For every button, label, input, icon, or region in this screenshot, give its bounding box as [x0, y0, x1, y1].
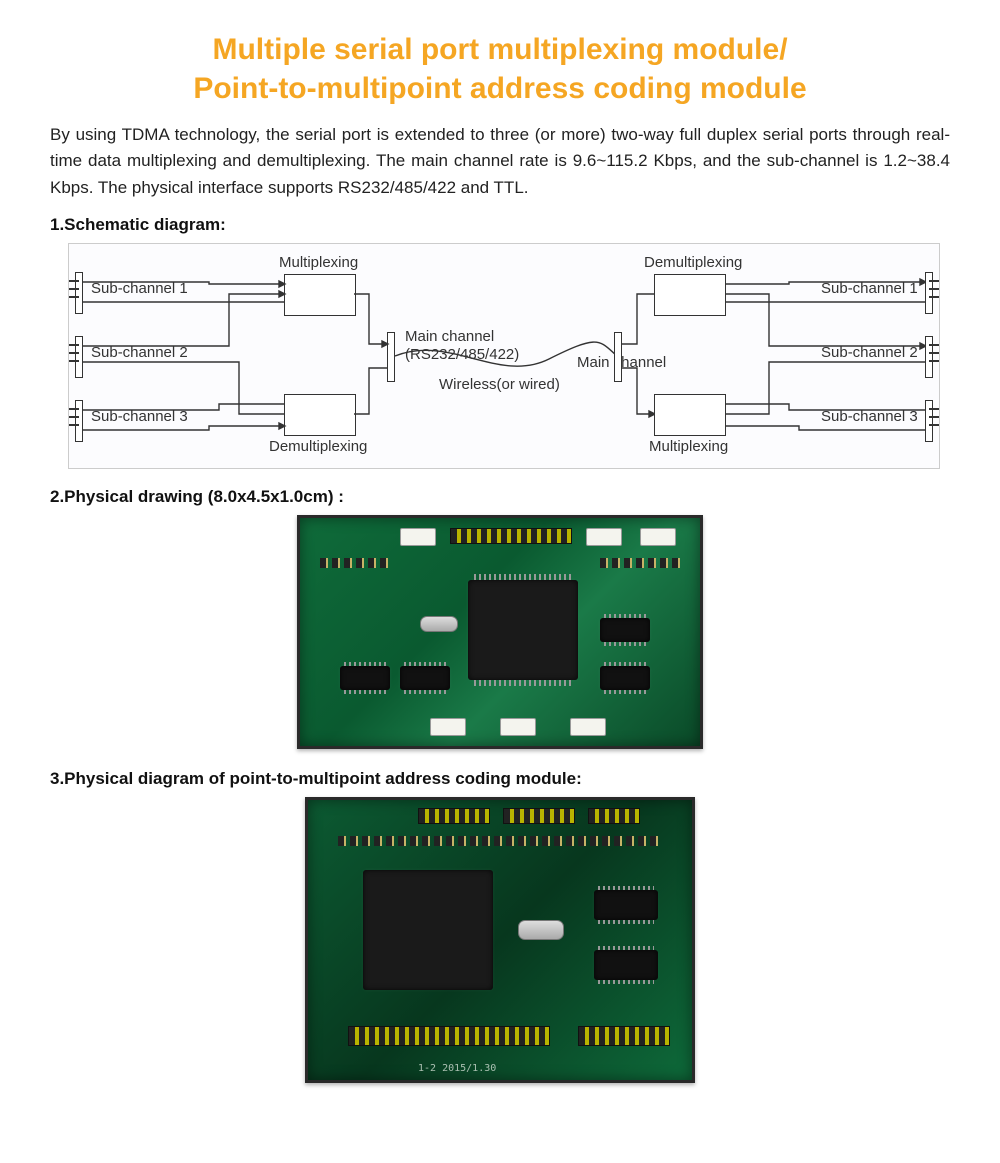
crystal	[420, 616, 458, 632]
ic-chip	[600, 618, 650, 642]
right-main-conn	[614, 332, 622, 382]
right-demux-label: Demultiplexing	[644, 254, 742, 271]
intro-paragraph: By using TDMA technology, the serial por…	[50, 122, 950, 201]
ic-chip	[600, 666, 650, 690]
pin-header	[418, 808, 490, 824]
main-channel-proto: (RS232/485/422)	[405, 346, 519, 363]
pin-header	[578, 1026, 670, 1046]
pin-header	[503, 808, 575, 824]
title-line2: Point-to-multipoint address coding modul…	[193, 72, 806, 105]
link-type-label: Wireless(or wired)	[439, 376, 560, 393]
connector	[430, 718, 466, 736]
right-sub3-label: Sub-channel 3	[821, 408, 918, 425]
silkscreen-text: 1-2 2015/1.30	[418, 1063, 496, 1074]
doc-title: Multiple serial port multiplexing module…	[50, 30, 950, 108]
ic-chip	[594, 890, 658, 920]
right-conn-2	[925, 336, 933, 378]
right-mux-box	[654, 394, 726, 436]
smd-row	[320, 558, 390, 568]
section-1-head: 1.Schematic diagram:	[50, 215, 950, 235]
right-conn-1	[925, 272, 933, 314]
connector	[500, 718, 536, 736]
schematic-diagram: Sub-channel 1 Sub-channel 2 Sub-channel …	[68, 243, 940, 469]
pin-header	[588, 808, 640, 824]
mcu-chip	[468, 580, 578, 680]
right-sub1-label: Sub-channel 1	[821, 280, 918, 297]
smd-row	[338, 836, 658, 846]
pin-header	[450, 528, 572, 544]
connector	[640, 528, 676, 546]
pcb-image-2: 1-2 2015/1.30	[305, 797, 695, 1083]
title-line1: Multiple serial port multiplexing module…	[212, 33, 787, 66]
crystal	[518, 920, 564, 940]
right-conn-3	[925, 400, 933, 442]
connector	[400, 528, 436, 546]
main-channel-label: Main channel	[405, 328, 494, 345]
ic-chip	[594, 950, 658, 980]
ic-chip	[340, 666, 390, 690]
mcu-chip	[363, 870, 493, 990]
section-2-head: 2.Physical drawing (8.0x4.5x1.0cm) :	[50, 487, 950, 507]
connector	[586, 528, 622, 546]
pcb-image-1	[297, 515, 703, 749]
right-mux-label: Multiplexing	[649, 438, 728, 455]
connector	[570, 718, 606, 736]
right-sub2-label: Sub-channel 2	[821, 344, 918, 361]
pin-header	[348, 1026, 550, 1046]
right-demux-box	[654, 274, 726, 316]
section-3-head: 3.Physical diagram of point-to-multipoin…	[50, 769, 950, 789]
smd-row	[600, 558, 680, 568]
ic-chip	[400, 666, 450, 690]
